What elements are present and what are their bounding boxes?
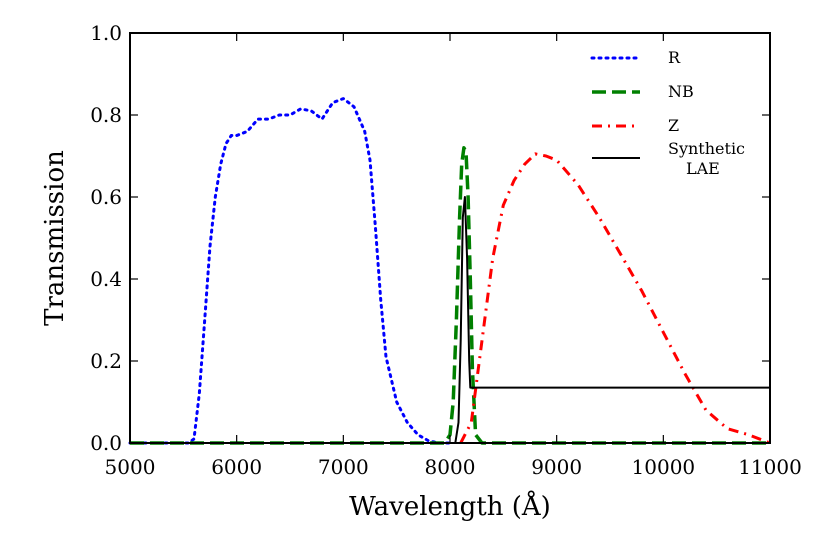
y-axis-label: Transmission — [40, 150, 70, 326]
legend: R NB Z Synthetic LAE — [590, 48, 745, 178]
x-tick-label: 9000 — [531, 455, 582, 479]
series-line-3 — [130, 196, 770, 444]
x-tick-label: 7000 — [318, 455, 369, 479]
legend-label-3: Synthetic LAE — [668, 139, 745, 178]
series-layer — [128, 97, 771, 445]
x-axis-label: Wavelength (Å) — [349, 490, 551, 522]
legend-label-0: R — [668, 48, 681, 67]
series-line-1 — [130, 146, 770, 445]
ticks-layer: 5000 6000 7000 8000 9000 10000 11000 0.0 0.2 0.4 0… — [90, 21, 802, 479]
x-tick-label: 8000 — [425, 455, 476, 479]
legend-label-1: NB — [668, 82, 694, 101]
y-tick-label: 0.0 — [90, 431, 122, 455]
x-tick-label: 5000 — [105, 455, 156, 479]
x-tick-label: 6000 — [211, 455, 262, 479]
x-tick-label: 10000 — [632, 455, 696, 479]
y-tick-label: 1.0 — [90, 21, 122, 45]
legend-label-2: Z — [668, 116, 679, 135]
x-tick-label: 11000 — [738, 455, 802, 479]
y-tick-label: 0.8 — [90, 103, 122, 127]
series-line-2 — [459, 152, 771, 445]
y-tick-label: 0.2 — [90, 349, 122, 373]
y-tick-label: 0.4 — [90, 267, 122, 291]
series-line-0 — [128, 97, 452, 445]
y-tick-label: 0.6 — [90, 185, 122, 209]
